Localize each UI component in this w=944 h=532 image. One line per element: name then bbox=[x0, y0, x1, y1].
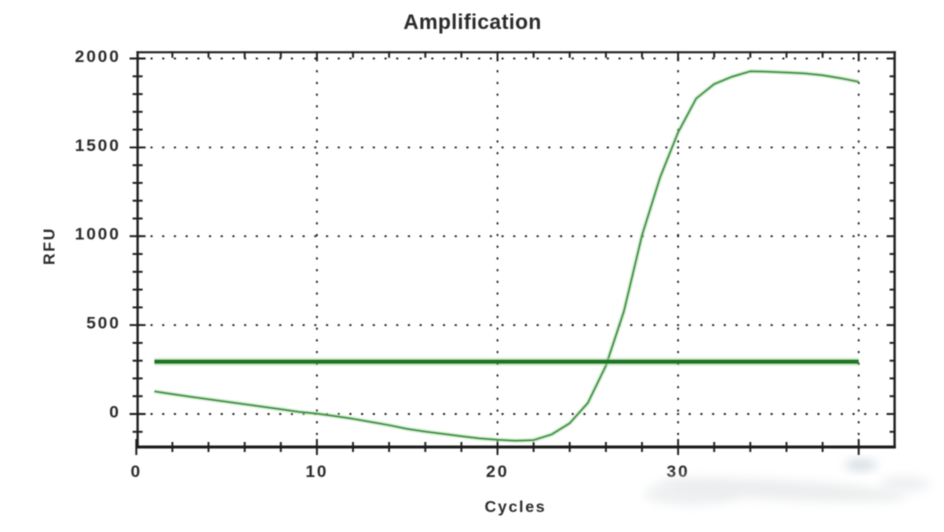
svg-text:0: 0 bbox=[131, 462, 142, 481]
svg-text:500: 500 bbox=[86, 314, 120, 333]
svg-text:20: 20 bbox=[486, 462, 509, 481]
svg-text:0: 0 bbox=[109, 402, 120, 421]
svg-text:1000: 1000 bbox=[75, 225, 121, 244]
svg-text:1500: 1500 bbox=[75, 136, 121, 155]
svg-text:2000: 2000 bbox=[75, 47, 121, 66]
svg-text:30: 30 bbox=[667, 462, 690, 481]
svg-text:Amplification: Amplification bbox=[403, 11, 541, 34]
svg-text:10: 10 bbox=[305, 462, 328, 481]
svg-text:RFU: RFU bbox=[41, 227, 58, 265]
svg-text:Cycles: Cycles bbox=[485, 499, 547, 516]
